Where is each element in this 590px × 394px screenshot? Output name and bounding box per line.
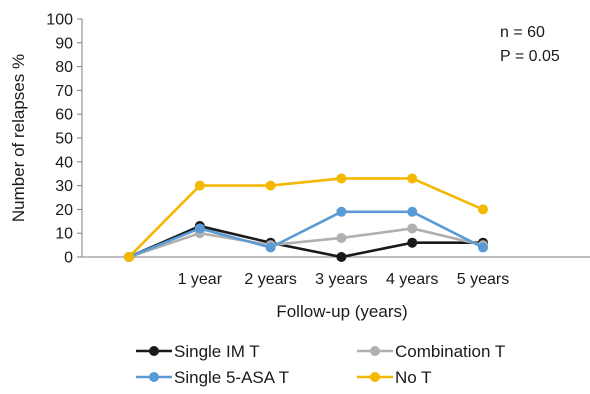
data-point xyxy=(336,232,347,243)
legend: Single IM T Combination T Single 5-ASA T No… xyxy=(136,342,505,387)
data-point xyxy=(194,180,205,191)
legend-marker xyxy=(149,372,159,382)
series-2 xyxy=(124,206,488,262)
y-tick-label: 40 xyxy=(55,154,73,171)
legend-marker xyxy=(370,346,380,356)
series-line xyxy=(128,210,484,259)
data-point xyxy=(407,223,418,234)
x-tick-label: 3 years xyxy=(315,271,367,288)
y-tick-label: 100 xyxy=(46,12,73,29)
series-line xyxy=(128,227,484,259)
data-point xyxy=(478,242,488,253)
data-point xyxy=(194,223,205,234)
y-tick-label: 80 xyxy=(55,59,73,76)
x-tick-label: 4 years xyxy=(386,271,438,288)
y-axis-title: Number of relapses % xyxy=(9,54,28,222)
data-point xyxy=(407,237,418,248)
data-point xyxy=(336,252,347,262)
y-tick-label: 10 xyxy=(55,226,73,243)
legend-label: Single IM T xyxy=(174,342,260,361)
legend-label: Single 5-ASA T xyxy=(174,368,289,387)
series-line xyxy=(128,224,483,259)
x-tick-label: 2 years xyxy=(244,271,296,288)
legend-marker xyxy=(370,372,380,382)
y-tick-label: 0 xyxy=(64,250,73,267)
legend-marker xyxy=(149,346,159,356)
series-line xyxy=(128,177,484,258)
data-point xyxy=(407,206,418,217)
y-tick-label: 50 xyxy=(55,131,73,148)
data-point xyxy=(336,206,347,217)
data-point xyxy=(478,204,488,215)
x-tick-label: 5 years xyxy=(457,271,509,288)
legend-label: Combination T xyxy=(395,342,505,361)
series-3 xyxy=(124,173,488,262)
y-tick-label: 90 xyxy=(55,35,73,52)
data-point xyxy=(336,173,347,184)
x-axis-title: Follow-up (years) xyxy=(276,302,407,321)
legend-item: No T xyxy=(357,368,432,387)
annotation-n: n = 60 xyxy=(500,24,545,41)
y-tick-label: 60 xyxy=(55,107,73,124)
data-point xyxy=(407,173,418,184)
series-layer xyxy=(124,173,488,262)
data-point xyxy=(265,180,276,191)
legend-item: Single 5-ASA T xyxy=(136,368,289,387)
y-tick-label: 70 xyxy=(55,83,73,100)
data-point xyxy=(265,242,276,253)
axes: 0 10 20 30 40 50 60 70 80 90 100 1 year 2 years 3 yea… xyxy=(46,12,590,288)
y-tick-label: 30 xyxy=(55,178,73,195)
y-tick-label: 20 xyxy=(55,202,73,219)
data-point xyxy=(124,252,134,262)
legend-label: No T xyxy=(395,368,432,387)
legend-item: Combination T xyxy=(357,342,505,361)
x-tick-label: 1 year xyxy=(178,271,223,288)
legend-item: Single IM T xyxy=(136,342,260,361)
annotation-p: P = 0.05 xyxy=(500,48,560,65)
